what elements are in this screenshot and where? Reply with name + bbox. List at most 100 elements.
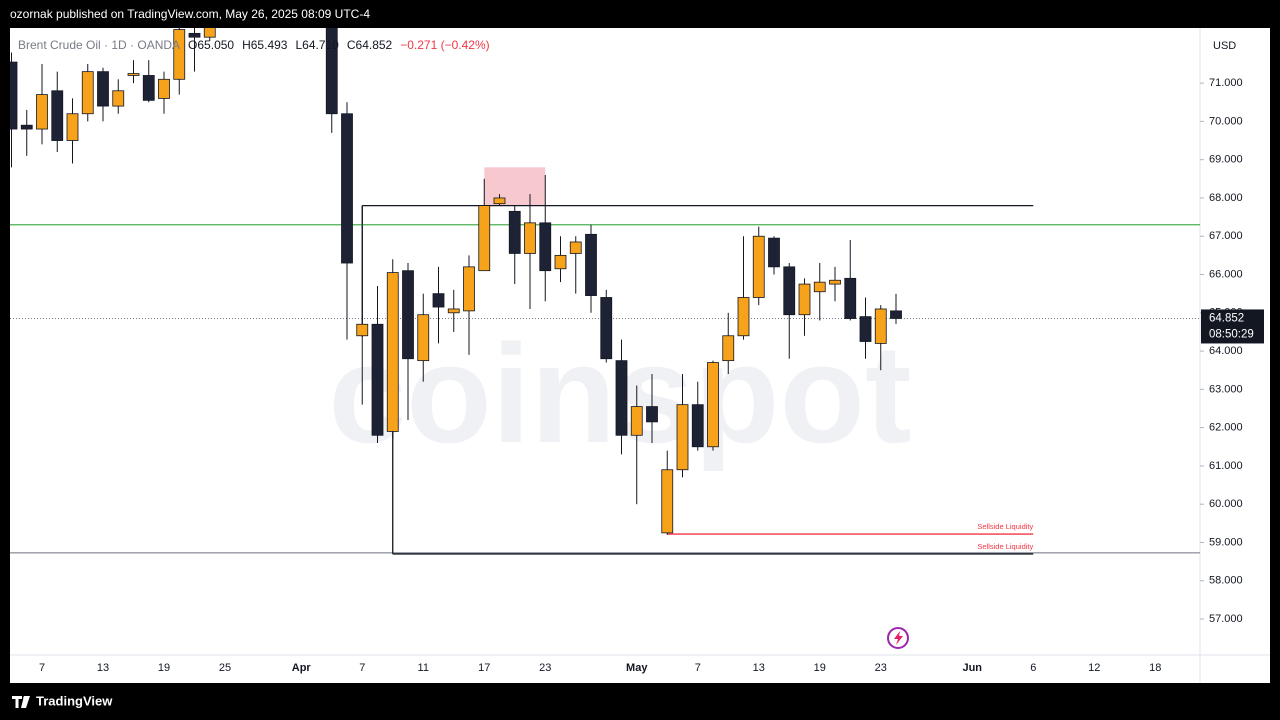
candle-body [524, 222, 536, 254]
candle-body [874, 308, 887, 344]
candle-body [432, 293, 445, 308]
x-tick-label: 19 [814, 662, 826, 674]
legend-value: O65.050 [188, 38, 234, 52]
candle-body [10, 61, 18, 130]
candle-body [36, 94, 48, 130]
candle-body [890, 310, 902, 319]
y-tick-label: 58.000 [1209, 575, 1243, 587]
x-tick-label: 25 [219, 662, 231, 674]
icon [894, 631, 903, 645]
candle-body [722, 335, 735, 362]
countdown: 08:50:29 [1209, 328, 1254, 340]
plot: Sellside Liquidity Sellside Liquidity [10, 28, 1200, 555]
candle-body [676, 404, 689, 471]
candle-body [402, 270, 414, 360]
candle-body [737, 297, 750, 337]
candle-body [142, 75, 155, 101]
y-tick-label: 70.000 [1209, 115, 1243, 127]
candle-body [112, 90, 125, 107]
x-tick-label: May [626, 662, 648, 674]
candle-body [81, 71, 94, 115]
candle-body [66, 113, 79, 141]
x-tick-label: Apr [292, 662, 312, 674]
candle-body [661, 469, 674, 534]
candle-body [447, 308, 460, 314]
candle-body [646, 406, 658, 423]
x-tick-label: 23 [875, 662, 887, 674]
candle-body [707, 362, 719, 448]
symbol: Brent Crude Oil · 1D · OANDA [18, 38, 180, 52]
legend-value: C64.852 [347, 38, 393, 52]
candle-body [844, 277, 857, 319]
x-tick-label: 19 [158, 662, 170, 674]
candle-body [463, 266, 475, 312]
y-tick-label: 62.000 [1209, 422, 1243, 434]
x-tick-label: 11 [418, 662, 429, 674]
legend-value: H65.493 [242, 38, 288, 52]
candle-body [829, 279, 841, 285]
candle-body [768, 237, 780, 268]
x-tick-label: 7 [39, 662, 45, 674]
candle-body [813, 281, 826, 293]
y-tick-label: 67.000 [1209, 230, 1243, 242]
candle-body [356, 323, 369, 337]
y-tick-label: 71.000 [1209, 77, 1243, 89]
legend-value: L64.710 [295, 38, 339, 52]
currency: USD [1213, 40, 1236, 52]
candle-body [539, 222, 552, 272]
price-badge [1201, 309, 1264, 344]
candle-body [97, 71, 109, 107]
candle-body [478, 205, 491, 272]
candle-body [325, 28, 338, 115]
chart-panel [10, 28, 1270, 683]
candle-body [798, 283, 811, 316]
level-label: Sellside Liquidity [977, 542, 1033, 551]
candle-body [783, 266, 796, 316]
candle-body [569, 241, 582, 254]
candle-body [158, 78, 170, 99]
candle-body [127, 73, 140, 76]
candle-body [417, 314, 430, 362]
candle-body [630, 406, 643, 436]
x-tick-label: 13 [753, 662, 765, 674]
x-tick-label: 18 [1149, 662, 1161, 674]
publisher: ozornak published on TradingView.com, Ma… [10, 7, 370, 21]
legend: Brent Crude Oil · 1D · OANDA O65.050 H65.4… [18, 38, 490, 52]
candle-body [173, 29, 186, 80]
candle-body [859, 316, 872, 342]
y-tick-label: 59.000 [1209, 536, 1243, 548]
x-tick-label: 7 [695, 662, 701, 674]
candle-body [20, 124, 33, 130]
candle-body [51, 90, 64, 141]
x-tick-label: 7 [359, 662, 365, 674]
legend-value: −0.271 (−0.42%) [400, 38, 489, 52]
candle-body [508, 210, 521, 254]
y-tick-label: 66.000 [1209, 268, 1243, 280]
candle-body [371, 323, 384, 436]
candle-body [203, 28, 216, 38]
x-tick-label: 23 [539, 662, 551, 674]
brand: TradingView [36, 693, 113, 708]
candle-body [585, 233, 597, 296]
candle-body [600, 297, 613, 360]
candle-body [615, 360, 628, 436]
candle-body [752, 235, 765, 298]
y-tick-label: 64.000 [1209, 345, 1243, 357]
y-tick-label: 57.000 [1209, 613, 1243, 625]
x-tick-label: 13 [97, 662, 109, 674]
candle-body [188, 32, 201, 38]
candle-body [341, 113, 353, 264]
zone [484, 167, 546, 206]
price-label: 64.852 [1209, 312, 1244, 324]
candle-body [386, 272, 399, 432]
x-tick-label: 6 [1030, 662, 1036, 674]
level-label: Sellside Liquidity [977, 522, 1033, 531]
y-tick-label: 68.000 [1209, 192, 1243, 204]
x-tick-label: Jun [962, 662, 982, 674]
x-tick-label: 17 [478, 662, 490, 674]
icon[interactable] [887, 627, 909, 649]
candle-body [691, 404, 704, 448]
candle-body [493, 197, 506, 205]
y-tick-label: 61.000 [1209, 460, 1243, 472]
